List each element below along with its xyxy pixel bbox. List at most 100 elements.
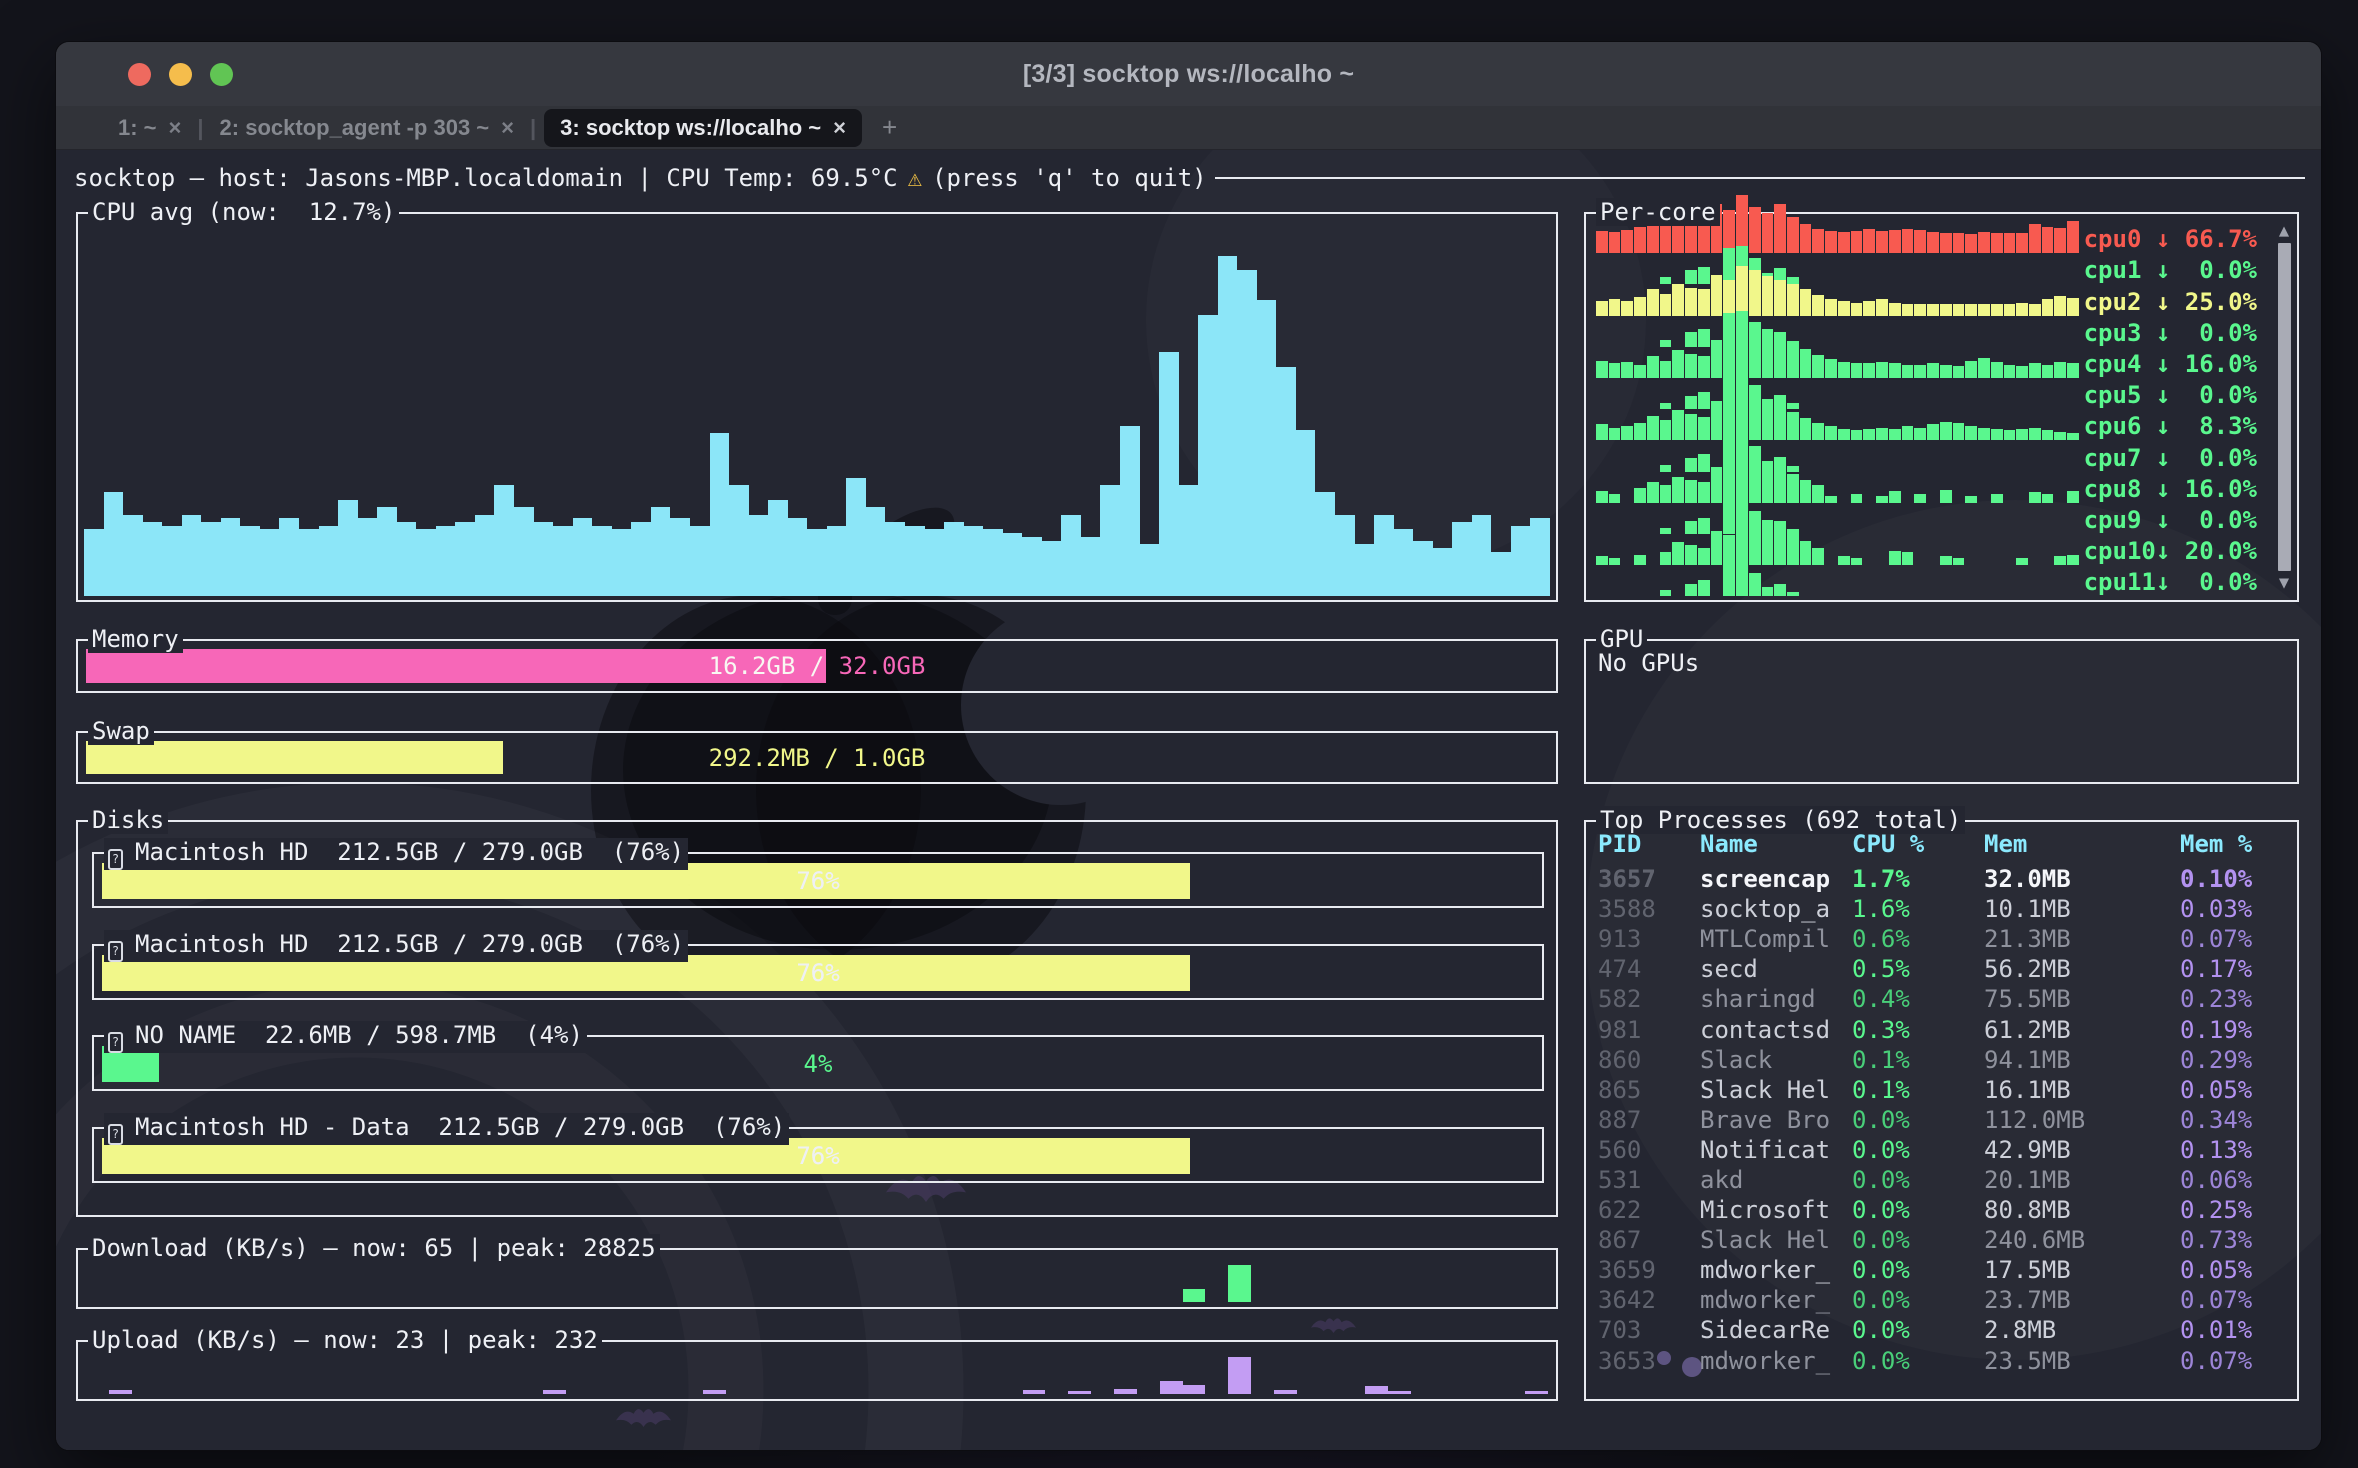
spark-bar (1978, 232, 1990, 254)
process-row[interactable]: 560 Notificat 0.0% 42.9MB 0.13% (1598, 1135, 2285, 1165)
col-name: Name (1700, 830, 1758, 858)
process-row[interactable]: 867 Slack Hel 0.0% 240.6MB 0.73% (1598, 1225, 2285, 1255)
process-row[interactable]: 981 contactsd 0.3% 61.2MB 0.19% (1598, 1014, 2285, 1044)
process-row[interactable]: 913 MTLCompil 0.6% 21.3MB 0.07% (1598, 924, 2285, 954)
spark-bar (1748, 270, 1761, 316)
process-name: secd (1700, 955, 1758, 984)
spark-bar (1837, 301, 1850, 316)
spark-bar (1525, 1390, 1548, 1394)
process-row[interactable]: 3653 mdworker_ 0.0% 23.5MB 0.07% (1598, 1346, 2285, 1376)
spark-bar (1621, 230, 1634, 254)
process-row[interactable]: 3588 socktop_a 1.6% 10.1MB 0.03% (1598, 894, 2285, 924)
process-row[interactable]: 582 sharingd 0.4% 75.5MB 0.23% (1598, 984, 2285, 1014)
tab-1[interactable]: 1: ~ × (104, 111, 195, 145)
spark-bar (1608, 363, 1621, 378)
new-tab-button[interactable]: + (882, 112, 898, 142)
spark-bar (2028, 303, 2041, 316)
spark-bar (1736, 331, 1748, 378)
spark-bar (1646, 355, 1659, 378)
tab-3-active[interactable]: 3: socktop ws://localho ~ × (544, 108, 863, 147)
spark-bar (670, 518, 690, 596)
core-label: cpu6 ↓ 8.3% (2083, 412, 2257, 441)
gauge-label-on-fill: 16.2GB / 32.0GB (708, 652, 926, 680)
minimize-window-button[interactable] (169, 62, 192, 86)
core-sparkline (1596, 507, 2079, 566)
spark-bar (592, 525, 612, 596)
spark-bar (1787, 473, 1799, 503)
core-sparkline (1596, 320, 2079, 378)
spark-bar (1634, 365, 1646, 378)
spark-bar (1634, 488, 1646, 503)
spark-bar (1939, 421, 1952, 441)
spark-bar (1965, 425, 1978, 441)
tab-2[interactable]: 2: socktop_agent -p 303 ~ × (206, 111, 528, 145)
spark-bar (1621, 361, 1634, 378)
tab-1-label: 1: ~ (118, 114, 157, 140)
percore-scrollbar[interactable]: ▲ ▼ (2276, 222, 2292, 592)
spark-bar (1990, 428, 2003, 441)
spark-bar (2028, 427, 2041, 441)
spark-bar (2016, 428, 2028, 441)
spark-bar (2054, 556, 2067, 566)
spark-bar (1774, 203, 1787, 254)
spark-bar (1217, 255, 1238, 596)
tab-1-close-icon[interactable]: × (168, 114, 182, 140)
process-row[interactable]: 703 SidecarRe 0.0% 2.8MB 0.01% (1598, 1315, 2285, 1345)
process-row[interactable]: 474 secd 0.5% 56.2MB 0.17% (1598, 954, 2285, 984)
spark-bar (1990, 361, 2003, 378)
tab-3-close-icon[interactable]: × (833, 114, 847, 140)
gauge-label: 76% (796, 867, 840, 895)
spark-bar (1022, 1389, 1046, 1394)
close-window-button[interactable] (128, 62, 151, 86)
spark-bar (1927, 232, 1939, 254)
spark-bar (1774, 406, 1787, 441)
spark-bar (1799, 289, 1812, 316)
spark-bar (338, 499, 358, 596)
process-memp: 0.19% (2180, 1015, 2253, 1044)
spark-bar (2041, 299, 2054, 316)
process-row[interactable]: 860 Slack 0.1% 94.1MB 0.29% (1598, 1045, 2285, 1075)
spark-bar (1876, 427, 1888, 441)
spark-bar (1952, 366, 1965, 378)
process-row[interactable]: 887 Brave Bro 0.0% 112.0MB 0.34% (1598, 1105, 2285, 1135)
process-row[interactable]: 3659 mdworker_ 0.0% 17.5MB 0.05% (1598, 1255, 2285, 1285)
spark-bar (1761, 519, 1774, 566)
spark-bar (924, 529, 945, 596)
disks-panel: Disks ? Macintosh HD 212.5GB / 279.0GB (7… (76, 806, 1558, 1217)
spark-bar (1723, 534, 1736, 566)
spark-bar (963, 525, 984, 596)
spark-bar (1787, 277, 1799, 285)
spark-bar (1659, 552, 1672, 566)
spark-bar (1812, 354, 1825, 378)
spark-bar (108, 1389, 132, 1394)
process-row[interactable]: 622 Microsoft 0.0% 80.8MB 0.25% (1598, 1195, 2285, 1225)
tab-2-close-icon[interactable]: × (501, 114, 514, 140)
zoom-window-button[interactable] (210, 62, 233, 86)
process-mem: 23.7MB (1984, 1286, 2071, 1315)
spark-bar (1432, 547, 1453, 596)
scroll-down-icon[interactable]: ▼ (2278, 573, 2290, 593)
process-row[interactable]: 531 akd 0.0% 20.1MB 0.06% (1598, 1165, 2285, 1195)
terminal-window: [3/3] socktop ws://localho ~ 1: ~ × | 2:… (55, 41, 2322, 1451)
spark-bar (1634, 422, 1646, 441)
process-row[interactable]: 865 Slack Hel 0.1% 16.1MB 0.05% (1598, 1075, 2285, 1105)
spark-bar (846, 477, 866, 596)
spark-bar (1901, 228, 1914, 254)
scroll-up-icon[interactable]: ▲ (2278, 221, 2290, 241)
spark-bar (1774, 525, 1787, 566)
spark-bar (2003, 429, 2016, 441)
spark-bar (1863, 363, 1876, 378)
process-mem: 75.5MB (1984, 985, 2071, 1014)
disk-title: ? Macintosh HD 212.5GB / 279.0GB (76%) (104, 930, 689, 962)
header-rule (1214, 177, 2305, 179)
spark-bar (1723, 279, 1736, 316)
memory-panel-title: Memory (88, 625, 183, 653)
spark-bar (1685, 287, 1697, 316)
process-row[interactable]: 3657 screencap 1.7% 32.0MB 0.10% (1598, 864, 2285, 894)
process-row[interactable]: 3642 mdworker_ 0.0% 23.7MB 0.07% (1598, 1285, 2285, 1315)
spark-bar (2016, 558, 2028, 566)
process-pid: 981 (1598, 1015, 1642, 1044)
spark-bar (689, 525, 710, 596)
process-memp: 0.25% (2180, 1196, 2253, 1225)
scrollbar-thumb[interactable] (2277, 243, 2291, 571)
